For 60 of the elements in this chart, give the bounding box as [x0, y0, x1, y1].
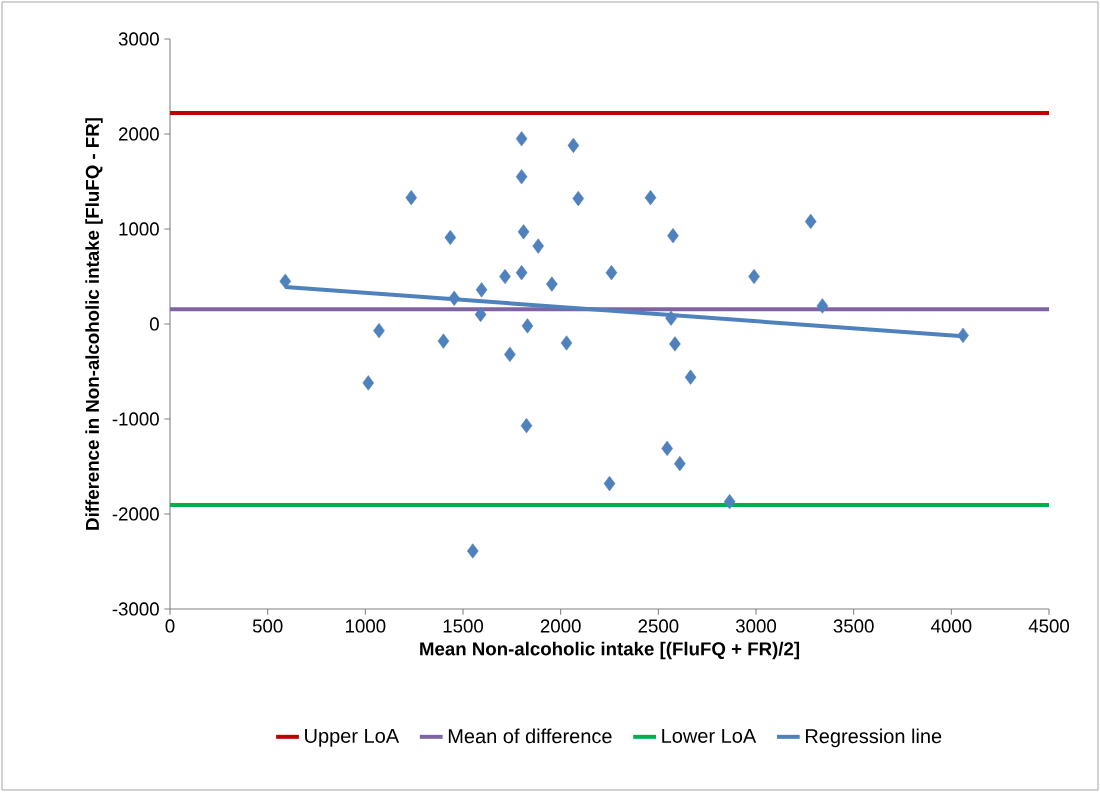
point: [474, 306, 487, 323]
y-tick-label: -2000: [112, 507, 159, 521]
point: [517, 224, 530, 240]
point: [362, 375, 375, 391]
point: [546, 276, 558, 292]
x-tick-label: 4500: [1028, 619, 1070, 633]
legend-label: Lower LoA: [662, 728, 757, 743]
point: [532, 238, 544, 254]
y-tick-label: 2000: [119, 127, 159, 141]
point: [957, 327, 969, 343]
point: [603, 475, 616, 492]
legend-label: Regression line: [805, 728, 942, 748]
point: [515, 169, 528, 185]
point: [499, 268, 511, 285]
point: [669, 336, 681, 352]
point: [748, 268, 760, 285]
point: [605, 265, 618, 281]
x-tick-label: 1500: [443, 619, 484, 633]
y-tick-label: 3000: [118, 32, 159, 46]
y-tick-label: 1000: [119, 222, 159, 236]
point: [279, 273, 292, 289]
x-tick-label: 500: [252, 619, 283, 633]
x-tick-label: 4000: [930, 619, 972, 633]
x-tick-label: 3000: [735, 619, 777, 633]
x-tick-label: 0: [165, 619, 175, 633]
y-axis-title: Difference in Non-alcoholic intake [FluFQ - FR]: [85, 118, 103, 530]
y-tick-label: -1000: [112, 412, 159, 426]
x-tick-label: 2000: [540, 619, 581, 633]
point: [467, 543, 479, 559]
point: [567, 137, 580, 153]
point: [804, 213, 817, 229]
x-tick-label: 1000: [346, 619, 386, 633]
point: [816, 298, 829, 314]
point: [521, 318, 534, 334]
point: [515, 265, 528, 281]
legend-label: Mean of difference: [448, 728, 612, 744]
point: [475, 282, 488, 298]
point: [448, 290, 460, 306]
point: [520, 418, 533, 434]
point: [572, 190, 585, 207]
point: [684, 369, 697, 385]
point: [644, 190, 657, 206]
point: [405, 190, 418, 206]
y-tick-label: 0: [149, 317, 159, 331]
point: [444, 229, 457, 246]
x-axis-title: Mean Non-alcoholic intake [(FluFQ + FR)/2]: [420, 641, 800, 660]
point: [437, 333, 450, 349]
point: [560, 335, 573, 351]
point: [674, 456, 686, 472]
point: [665, 310, 677, 326]
y-tick-label: -3000: [112, 602, 159, 616]
point: [723, 494, 736, 510]
point: [661, 440, 673, 457]
point: [667, 228, 679, 244]
point: [373, 323, 385, 339]
point: [515, 131, 528, 147]
point: [504, 346, 516, 362]
legend-label: Upper LoA: [305, 728, 400, 747]
x-tick-label: 2500: [638, 619, 679, 633]
x-tick-label: 3500: [833, 619, 874, 633]
